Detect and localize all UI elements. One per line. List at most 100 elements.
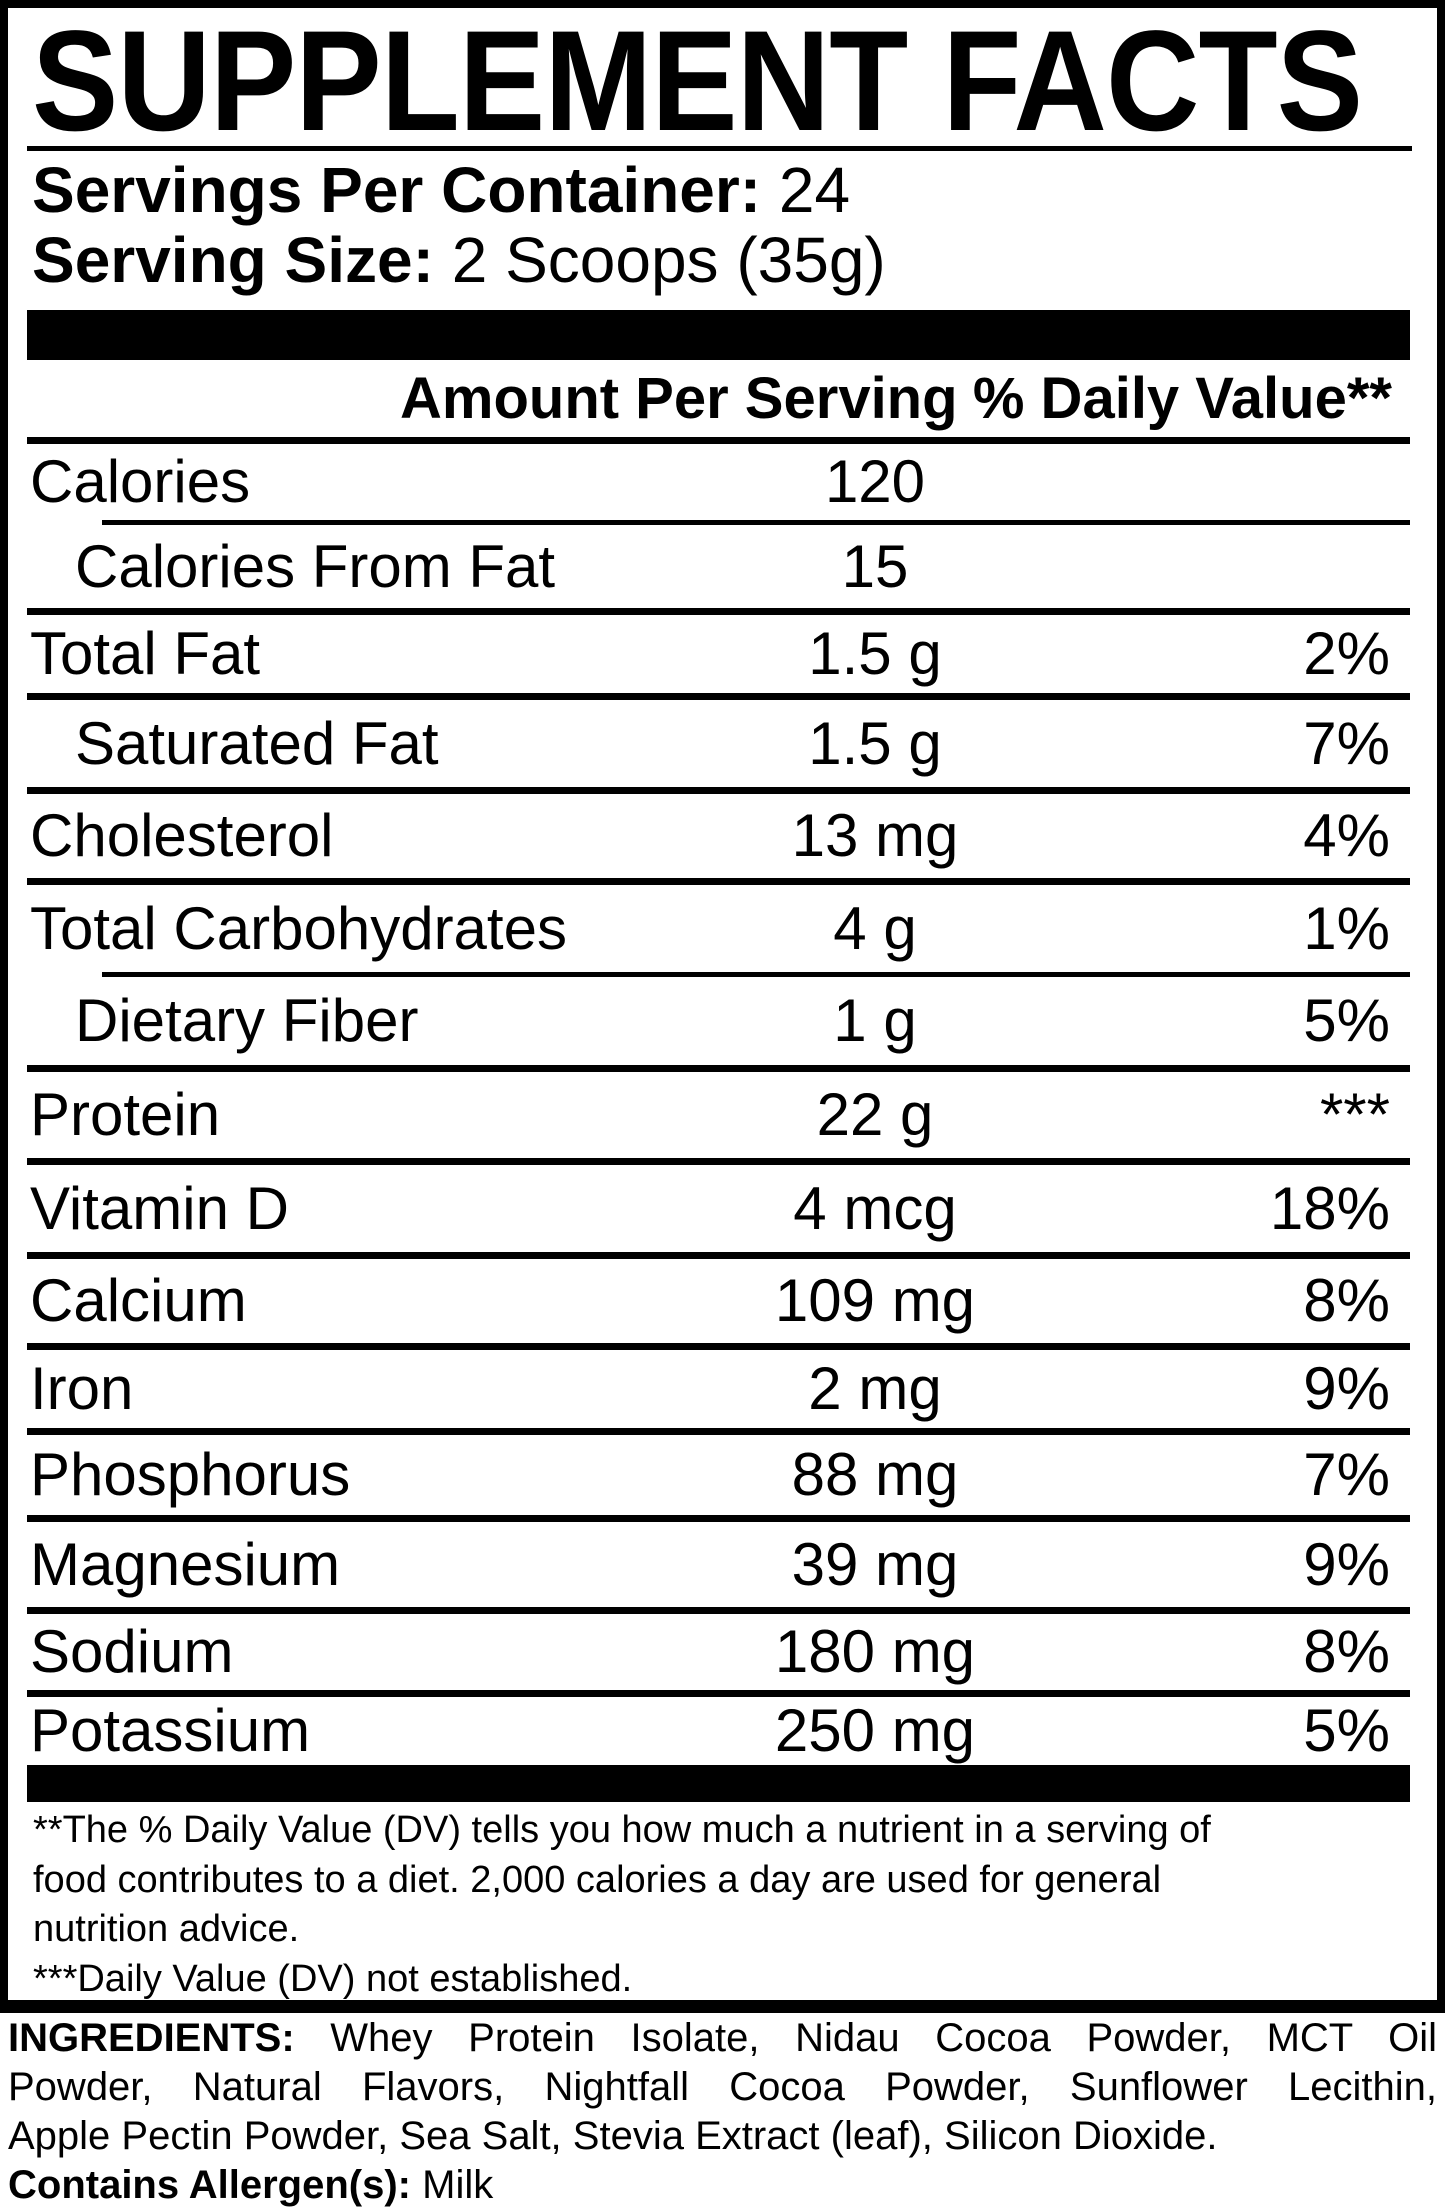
nutrient-name: Calories [30,448,251,515]
nutrient-name: Magnesium [30,1530,341,1598]
nutrient-name: Potassium [30,1697,311,1764]
footnote-line: nutrition advice. [33,1908,300,1950]
nutrient-daily-value: 8% [1303,1267,1390,1334]
daily-value-header: % Daily Value** [972,366,1392,431]
row-separator [27,608,1410,615]
bottom-black-bar [27,1765,1410,1802]
table-row: Magnesium 39 mg 9% [0,1522,1445,1607]
nutrient-amount: 22 g [816,1081,934,1148]
table-row: Dietary Fiber 1 g 5% [0,977,1445,1065]
nutrient-daily-value [1000,444,1390,520]
nutrient-daily-value: 2% [1303,620,1390,687]
nutrient-amount: 15 [841,532,909,600]
nutrient-daily-value: 5% [1303,1697,1390,1764]
nutrient-daily-value: 7% [1303,709,1390,777]
amount-per-serving-header: Amount Per Serving [400,366,958,431]
panel-title: SUPPLEMENT FACTS [32,2,1363,161]
row-separator [27,1252,1410,1259]
nutrient-amount: 4 g [833,894,917,962]
nutrient-daily-value: 4% [1303,802,1390,869]
table-row: Saturated Fat 1.5 g 7% [0,700,1445,787]
row-separator [27,1343,1410,1350]
nutrient-name: Sodium [30,1618,234,1685]
servings-label: Servings Per Container: [32,154,762,226]
table-row: Protein 22 g *** [0,1072,1445,1158]
nutrient-daily-value: 18% [1269,1174,1390,1242]
row-separator [27,787,1410,794]
table-row: Cholesterol 13 mg 4% [0,794,1445,878]
nutrient-amount: 1 g [833,987,917,1054]
ingredients-label: INGREDIENTS: [8,2016,295,2060]
nutrient-name: Cholesterol [30,802,334,869]
allergen-line: Contains Allergen(s): Milk [8,2161,1437,2210]
nutrient-name: Protein [30,1081,221,1148]
table-row: Total Carbohydrates 4 g 1% [0,885,1445,972]
nutrient-daily-value: *** [1319,1081,1390,1148]
nutrient-amount: 1.5 g [808,620,942,687]
nutrient-name: Saturated Fat [75,709,439,777]
nutrient-daily-value: 5% [1303,987,1390,1054]
row-separator [27,1065,1410,1072]
nutrient-name: Calories From Fat [75,532,556,600]
row-separator [27,1428,1410,1435]
nutrient-name: Total Fat [30,620,261,687]
nutrient-amount: 4 mcg [793,1174,957,1242]
nutrient-name: Iron [30,1355,134,1422]
table-row: Calories 120 [0,444,1445,520]
nutrient-name: Calcium [30,1267,247,1334]
table-row: Calories From Fat 15 [0,525,1445,608]
table-row: Iron 2 mg 9% [0,1350,1445,1428]
nutrient-daily-value: 8% [1303,1618,1390,1685]
nutrient-amount: 88 mg [791,1441,959,1508]
table-row: Vitamin D 4 mcg 18% [0,1165,1445,1252]
table-row: Calcium 109 mg 8% [0,1259,1445,1343]
ingredients-line: Apple Pectin Powder, Sea Salt, Stevia Ex… [8,2114,1218,2158]
title-divider [27,146,1412,151]
nutrient-amount: 13 mg [791,802,959,869]
nutrient-amount: 2 mg [808,1355,942,1422]
row-separator [27,693,1410,700]
nutrient-daily-value: 1% [1303,894,1390,962]
nutrient-amount: 120 [824,448,926,515]
nutrient-daily-value [1000,525,1390,608]
nutrient-daily-value: 9% [1303,1530,1390,1598]
serving-size-value: 2 Scoops (35g) [451,224,886,296]
panel-border [0,0,1445,2013]
table-row: Phosphorus 88 mg 7% [0,1435,1445,1515]
nutrient-name: Phosphorus [30,1441,351,1508]
row-separator [27,878,1410,885]
row-separator [27,1690,1410,1697]
nutrient-daily-value: 7% [1303,1441,1390,1508]
row-separator [27,1515,1410,1522]
row-separator [27,437,1410,444]
ingredients-section: INGREDIENTS: Whey Protein Isolate, Nidau… [8,2014,1437,2210]
row-separator [102,972,1410,977]
table-row: Sodium 180 mg 8% [0,1614,1445,1690]
top-black-bar [27,310,1410,360]
row-separator [27,1158,1410,1165]
serving-size-label: Serving Size: [32,224,434,296]
ingredients-line: Powder, Natural Flavors, Nightfall Cocoa… [8,2065,1437,2109]
table-header-row: Amount Per Serving % Daily Value** [0,360,1445,437]
nutrient-amount: 109 mg [774,1267,976,1334]
footnote-line: ***Daily Value (DV) not established. [33,1957,633,2000]
allergen-value: Milk [422,2163,494,2207]
nutrient-amount: 39 mg [791,1530,959,1598]
servings-per-container-line: Servings Per Container: 24 [32,158,850,222]
nutrient-name: Total Carbohydrates [30,894,567,962]
nutrient-daily-value: 9% [1303,1355,1390,1422]
footnote-line: **The % Daily Value (DV) tells you how m… [33,1809,1211,1851]
servings-value: 24 [778,154,851,226]
nutrient-amount: 180 mg [774,1618,976,1685]
row-separator [102,520,1410,525]
ingredients-line: INGREDIENTS: Whey Protein Isolate, Nidau… [8,2016,1437,2060]
footnote-line: food contributes to a diet. 2,000 calori… [33,1858,1162,1901]
allergen-label: Contains Allergen(s): [8,2163,411,2207]
nutrient-amount: 250 mg [774,1697,976,1764]
row-separator [27,1607,1410,1614]
table-row: Potassium 250 mg 5% [0,1697,1445,1765]
nutrient-amount: 1.5 g [808,709,942,777]
serving-size-line: Serving Size: 2 Scoops (35g) [32,228,886,292]
footnote: **The % Daily Value (DV) tells you how m… [33,1806,1393,2004]
